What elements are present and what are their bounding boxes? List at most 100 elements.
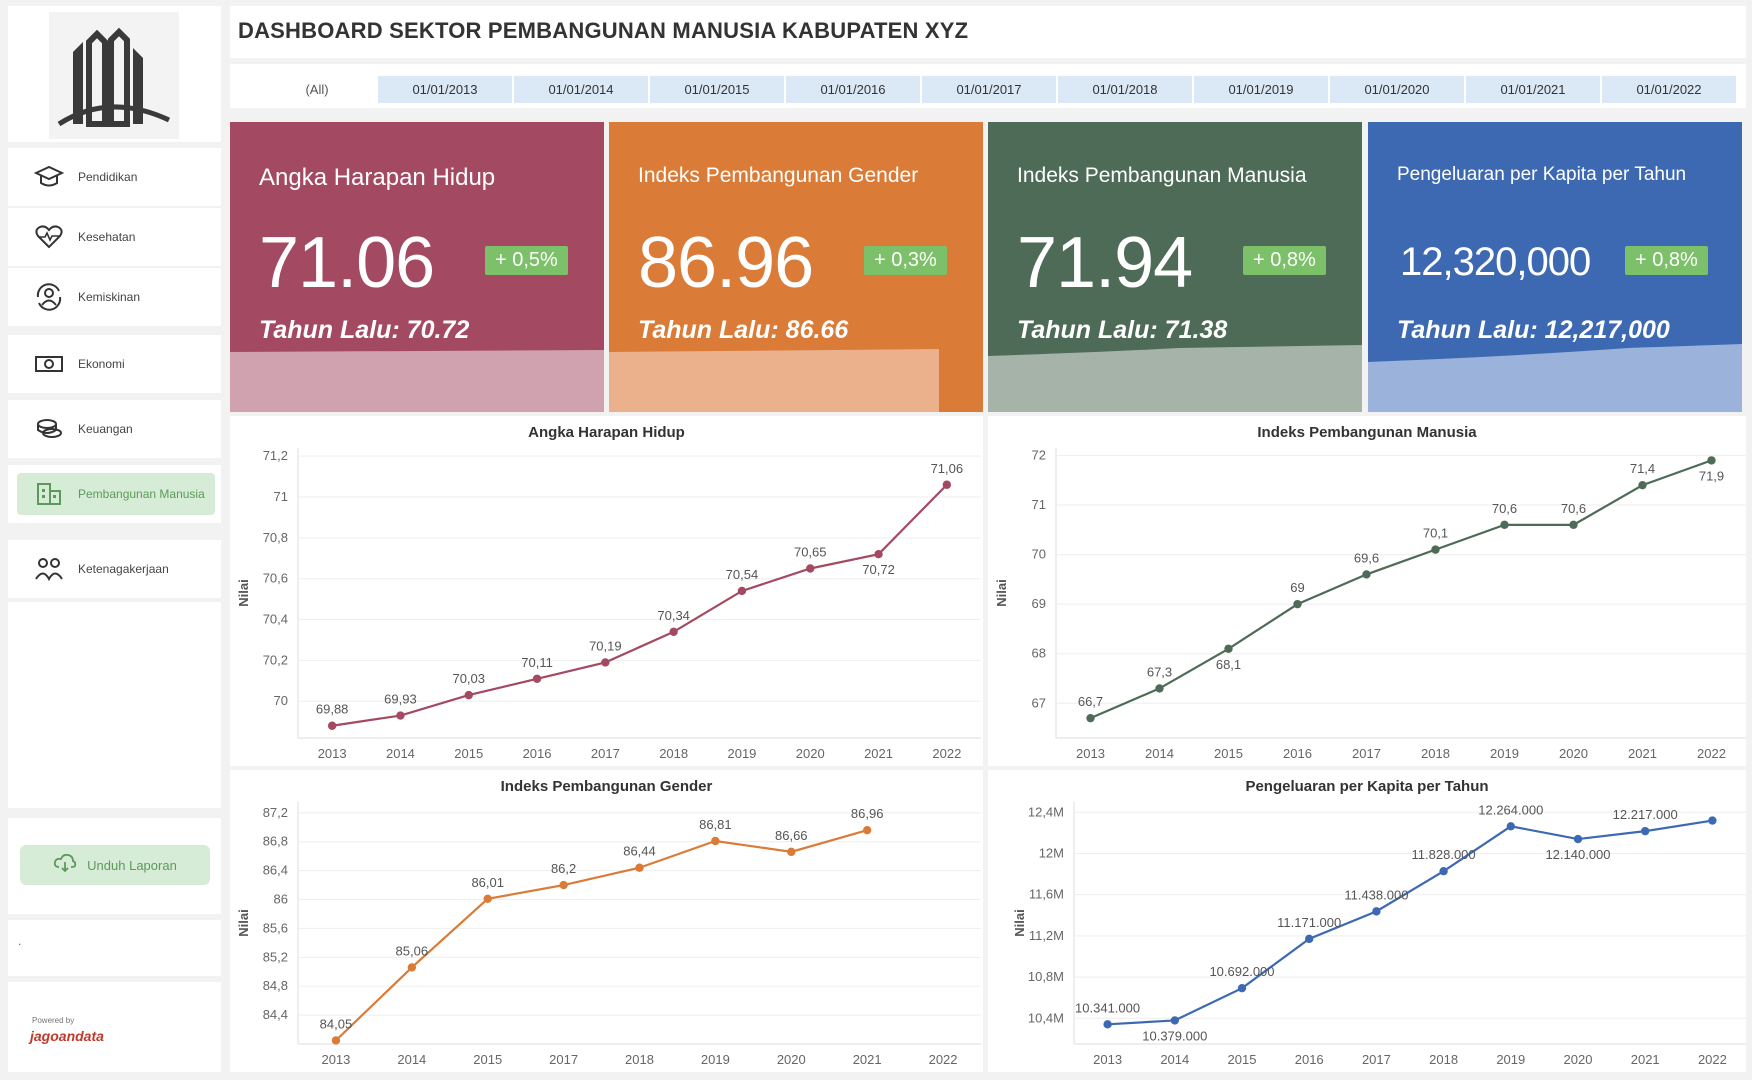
x-tick-label: 2020 [796,746,825,761]
data-label: 67,3 [1147,664,1172,679]
data-label: 71,06 [931,461,964,476]
x-tick-label: 2019 [727,746,756,761]
y-tick-label: 69 [1032,596,1046,611]
x-tick-label: 2018 [1421,746,1450,761]
chart-life-expectancy: Angka Harapan Hidup 70 70,2 70,4 70,6 70,8 71… [230,416,983,766]
date-filter-option[interactable]: 01/01/2017 [922,76,1056,103]
chart-title: Angka Harapan Hidup [528,424,685,441]
data-label: 70,72 [862,562,895,577]
data-point [1431,545,1440,554]
kpi-last-year: Tahun Lalu: 12,217,000 [1397,316,1670,344]
data-point [1638,480,1647,490]
data-point [396,711,405,720]
x-tick-label: 2015 [473,1052,502,1067]
chart-title: Pengeluaran per Kapita per Tahun [1245,778,1489,795]
x-tick-label: 2019 [701,1052,730,1067]
kpi-value: 12,320,000 [1400,240,1591,284]
date-filter-option[interactable]: 01/01/2020 [1330,76,1464,103]
date-filter-option[interactable]: 01/01/2021 [1466,76,1600,103]
date-filter-option[interactable]: 01/01/2015 [650,76,784,103]
sidebar-item-kesehatan[interactable]: Kesehatan [8,208,221,266]
y-axis-label: Nilai [994,579,1009,606]
chart-svg: 70 70,2 70,4 70,6 70,8 71 71,2 2013 2014 2015 2016… [236,448,981,761]
kpi-title: Angka Harapan Hidup [259,164,496,191]
x-tick-label: 2020 [1559,746,1588,761]
title-bar: DASHBOARD SEKTOR PEMBANGUNAN MANUSIA KAB… [230,6,1746,58]
x-tick-label: 2020 [1564,1052,1593,1067]
sidebar-item-label: Ekonomi [78,357,125,371]
data-point [1237,983,1247,993]
sidebar-note-panel: . [8,920,221,976]
data-label: 69,88 [316,702,349,717]
buildings-icon [32,477,66,511]
coins-icon [32,412,66,446]
banknote-icon [32,347,66,381]
data-label: 70,19 [589,638,622,653]
data-point [1103,1020,1112,1029]
chart-svg: 10,4M 10,8M 11,2M 11,6M 12M 12,4M 2013 2014 2015… [1012,802,1746,1067]
date-filter-option[interactable]: 01/01/2019 [1194,76,1328,103]
data-label: 86,96 [851,806,884,821]
x-tick-label: 2021 [853,1052,882,1067]
kpi-change-badge: + 0,5% [485,246,568,275]
download-report-button[interactable]: Unduh Laporan [20,845,210,885]
data-label: 69,93 [384,692,417,707]
data-label: 66,7 [1078,694,1103,709]
chart-svg: 67 68 69 70 71 72 2013 2014 2015 2016 2017 2018 2019… [994,447,1746,761]
sidebar-item-pendidikan[interactable]: Pendidikan [8,148,221,206]
y-tick-label: 86,4 [263,863,288,878]
date-filter-option[interactable]: 01/01/2013 [378,76,512,103]
data-label: 69 [1290,580,1304,595]
x-tick-label: 2018 [625,1052,654,1067]
sidebar-item-keuangan[interactable]: Keuangan [8,400,221,458]
data-point [327,721,337,730]
sidebar-item-label: Pembangunan Manusia [78,487,205,501]
sidebar-item-ekonomi[interactable]: Ekonomi [8,335,221,393]
data-point [601,658,610,667]
sidebar-item-kemiskinan[interactable]: Kemiskinan [8,268,221,326]
y-tick-label: 84,4 [263,1007,288,1022]
people-icon [32,552,66,586]
date-filter-option[interactable]: 01/01/2016 [786,76,920,103]
data-label: 70,34 [657,608,690,623]
date-filter-all[interactable]: (All) [305,82,329,97]
kpi-sparkline-area [988,345,1362,412]
x-tick-label: 2022 [929,1052,958,1067]
y-tick-label: 70,8 [263,530,288,545]
x-tick-label: 2022 [932,746,961,761]
data-point [1372,907,1381,916]
data-label: 84,05 [320,1016,353,1031]
chart-title: Indeks Pembangunan Manusia [1257,424,1477,441]
chart-svg: 84,4 84,8 85,2 85,6 86 86,4 86,8 87,2 2013 2014 20… [236,802,981,1067]
data-label: 70,6 [1492,501,1517,516]
date-filter-option[interactable]: 01/01/2018 [1058,76,1192,103]
data-label: 86,81 [699,817,732,832]
date-filter-option[interactable]: 01/01/2022 [1602,76,1736,103]
x-tick-label: 2014 [386,746,415,761]
series-line [1107,819,1713,1026]
y-tick-label: 70,2 [263,652,288,667]
y-axis-label: Nilai [236,579,251,606]
data-point [1362,570,1371,579]
date-filter-option[interactable]: 01/01/2014 [514,76,648,103]
y-tick-label: 68 [1032,646,1046,661]
download-report-label: Unduh Laporan [87,857,177,873]
data-point [1707,456,1716,465]
y-axis-label: Nilai [236,909,251,936]
data-point [1506,822,1515,831]
data-label: 70,11 [521,655,553,670]
sidebar-item-ketenagakerjaan[interactable]: Ketenagakerjaan [8,540,221,598]
page-title: DASHBOARD SEKTOR PEMBANGUNAN MANUSIA KAB… [238,18,969,43]
data-point [532,674,542,683]
x-tick-label: 2016 [1295,1052,1324,1067]
data-label: 70,1 [1423,526,1448,541]
kpi-sparkline-area [609,349,939,412]
x-tick-label: 2013 [321,1052,350,1067]
kpi-card-gender-index: Indeks Pembangunan Gender 86.96 + 0,3% T… [609,122,983,412]
sidebar-item-pembangunan-manusia[interactable]: Pembangunan Manusia [8,465,221,523]
kpi-title: Pengeluaran per Kapita per Tahun [1397,164,1687,185]
kpi-value: 71.06 [259,223,435,303]
data-label: 11.438.000 [1344,887,1408,902]
logo [49,12,179,139]
kpi-change-badge: + 0,8% [1243,246,1326,275]
